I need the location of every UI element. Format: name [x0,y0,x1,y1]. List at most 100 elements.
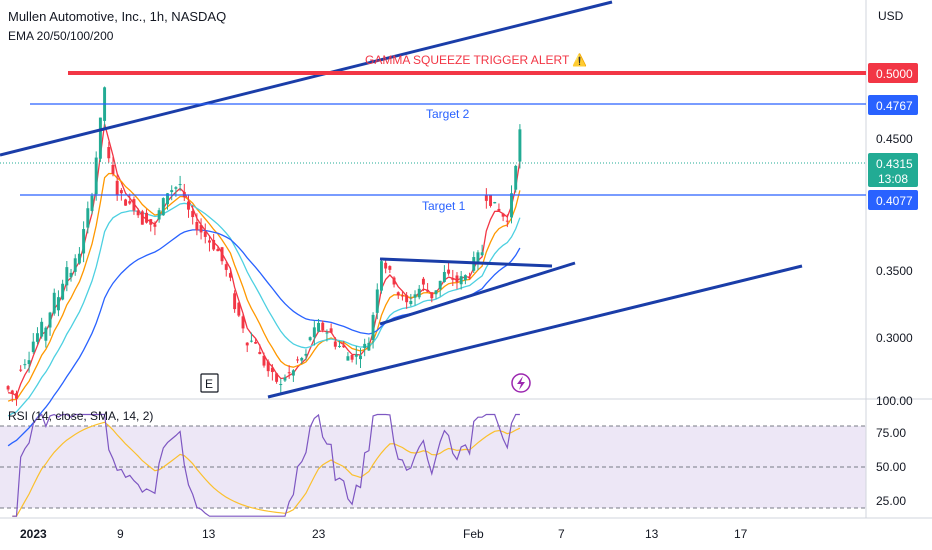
candlestick [442,265,446,283]
candlestick [476,250,480,271]
candlestick [241,312,245,333]
rsi-line [12,413,520,517]
candlestick [107,141,111,163]
candlestick [266,359,270,377]
candlestick [10,389,14,402]
target2-label[interactable]: Target 2 [426,107,470,121]
target1-label[interactable]: Target 1 [422,199,466,213]
time-tick-label: 7 [558,527,565,541]
time-tick-label: 17 [734,527,748,541]
candlestick [400,291,404,301]
candlestick [359,348,362,369]
candlestick [384,258,388,274]
candlestick [514,164,518,193]
candlestick [161,197,165,216]
candlestick [90,192,94,215]
candlestick [342,340,346,349]
candlestick [140,209,144,225]
candlestick [300,356,304,365]
candlestick [6,385,10,392]
lightning-icon[interactable] [511,373,531,393]
ema100-line [7,202,521,417]
candlestick [199,218,203,240]
candlestick [98,117,102,162]
candlestick [119,188,123,201]
candlestick [489,194,493,208]
price-tag-last-countdown: 13:08 [878,172,908,186]
candlestick [455,272,459,290]
earnings-marker[interactable] [200,373,219,393]
candlestick [145,209,149,224]
candlestick [115,174,119,201]
candlestick [153,221,157,236]
price-tag-alert[interactable] [868,63,918,83]
rsi-value-tag[interactable] [868,418,918,428]
candlestick [178,175,182,192]
symbol-legend[interactable]: Mullen Automotive, Inc., 1h, NASDAQ [8,9,227,24]
candlestick [312,320,316,346]
candlestick [484,188,488,209]
candlestick [27,351,31,373]
price-tag-last[interactable] [868,153,918,187]
candlestick [73,254,77,276]
candlestick [321,320,325,333]
candlestick [35,327,39,345]
candlestick [48,311,52,336]
candlestick [505,214,509,228]
candlestick [497,203,501,212]
candlestick [187,194,190,218]
lower-channel-trendline[interactable] [267,264,803,399]
candlestick [329,323,333,334]
rsi-tick-label: 25.00 [876,494,906,508]
candlestick [468,272,472,280]
price-tag-target1[interactable] [868,190,918,210]
candlestick [56,290,60,317]
price-tag-alert-text: 0.5000 [876,67,913,81]
candlestick [77,247,81,265]
gamma-alert-label[interactable]: GAMMA SQUEEZE TRIGGER ALERT ⚠️ [365,53,587,67]
candlestick [82,221,86,263]
candlestick [270,364,274,381]
candlestick [19,365,23,372]
candlestick [157,207,161,223]
earnings-marker-label: E [205,377,213,391]
triangle-bottom-line[interactable] [379,261,576,326]
price-tag-target1-text: 0.4077 [876,194,913,208]
price-pane[interactable] [0,0,866,398]
candlestick [396,291,400,300]
candlestick [426,283,430,293]
candlestick [212,233,216,251]
candlestick [518,124,522,169]
rsi-legend[interactable]: RSI (14, close, SMA, 14, 2) [8,409,154,423]
candlestick [170,185,174,201]
time-tick-label: 13 [645,527,659,541]
rsi-tick-label: 100.00 [876,394,913,408]
time-tick-label: 13 [202,527,216,541]
candlestick [304,349,308,361]
candlestick [510,185,513,224]
candlestick [61,279,65,301]
candlestick [409,293,413,307]
candlestick [203,223,207,244]
candlestick [65,261,69,292]
time-tick-label: 2023 [20,527,47,541]
candlestick [346,352,350,361]
upper-channel-trendline[interactable] [0,0,613,157]
candlestick [195,213,199,236]
rsi-tick-label: 75.00 [876,426,906,440]
candlestick [237,301,241,318]
candlestick [463,274,467,285]
ema-legend[interactable]: EMA 20/50/100/200 [8,29,114,43]
candlestick [44,326,48,348]
candlestick [249,332,253,343]
candlestick [69,268,73,282]
candlestick [354,345,358,365]
candlestick [317,318,321,333]
candlestick [392,276,396,288]
triangle-top-line[interactable] [379,257,553,268]
candlestick [287,365,291,379]
candlestick [459,270,463,290]
price-tag-target2[interactable] [868,95,918,115]
candlestick [501,212,505,222]
